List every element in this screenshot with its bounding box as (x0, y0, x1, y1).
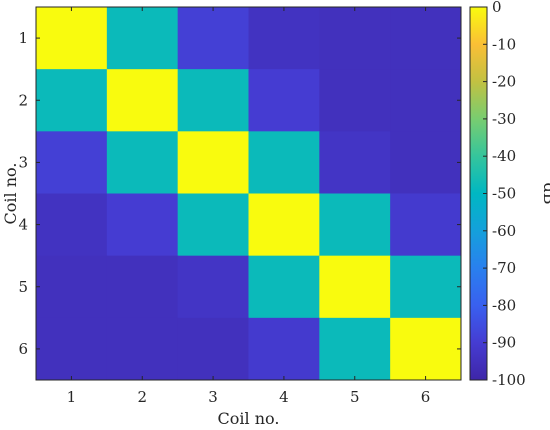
y-tick-label: 5 (18, 278, 28, 296)
heatmap-cell-1-6 (390, 7, 462, 70)
heatmap-cell-4-6 (390, 193, 462, 257)
heatmap-cell-2-4 (248, 69, 320, 132)
heatmap-cell-6-1 (36, 317, 108, 381)
y-tick-label: 2 (18, 91, 28, 109)
heatmap-cell-1-4 (248, 7, 320, 70)
colorbar-tick-label: -80 (492, 296, 516, 314)
colorbar-tick-label: -100 (492, 371, 526, 389)
colorbar-tick-label: -50 (492, 185, 516, 203)
heatmap-cell-6-6 (390, 317, 462, 381)
heatmap-cell-2-3 (177, 69, 249, 132)
heatmap-cell-3-5 (319, 131, 391, 194)
heatmap-cell-2-5 (319, 69, 391, 132)
heatmap-cell-5-2 (106, 255, 179, 319)
colorbar-tick-label: -90 (492, 334, 516, 352)
x-axis-title: Coil no. (218, 409, 280, 428)
heatmap-cell-5-3 (177, 255, 249, 319)
heatmap-cell-5-6 (390, 255, 462, 319)
heatmap-cell-4-4 (248, 193, 320, 257)
colorbar-tick-label: -60 (492, 222, 516, 240)
heatmap-cell-1-1 (36, 7, 108, 70)
heatmap-cell-4-2 (106, 193, 179, 257)
heatmap-cell-6-5 (319, 317, 391, 381)
colorbar-label: dB (540, 183, 550, 205)
heatmap-cell-6-3 (177, 317, 249, 381)
colorbar-tick-label: -40 (492, 147, 516, 165)
colorbar-tick-label: 0 (492, 0, 502, 16)
heatmap-cell-2-1 (36, 69, 108, 132)
colorbar-tick-label: -70 (492, 259, 516, 277)
y-axis: 1 2 3 4 5 6 (18, 29, 461, 358)
heatmap-cell-5-1 (36, 255, 108, 319)
x-tick-label: 3 (208, 388, 218, 406)
x-tick-label: 4 (279, 388, 289, 406)
y-tick-label: 6 (18, 340, 28, 358)
heatmap-cell-6-2 (106, 317, 179, 381)
colorbar-tick-label: -30 (492, 110, 516, 128)
heatmap-cell-3-3 (177, 131, 249, 194)
y-tick-label: 3 (18, 153, 28, 171)
heatmap-cell-3-2 (106, 131, 179, 194)
heatmap-cell-6-4 (248, 317, 320, 381)
heatmap-cell-1-5 (319, 7, 391, 70)
heatmap-cell-2-6 (390, 69, 462, 132)
heatmap-cell-4-5 (319, 193, 391, 257)
colorbar-tick-label: -10 (492, 35, 516, 53)
x-tick-label: 1 (67, 388, 77, 406)
heatmap-cell-2-2 (106, 69, 179, 132)
heatmap-cell-4-1 (36, 193, 108, 257)
plot-frame (35, 6, 462, 381)
y-axis-title: Coil no. (1, 163, 20, 225)
heatmap-cell-3-6 (390, 131, 462, 194)
colorbar-tick-label: -20 (492, 73, 516, 91)
heatmap-cell-5-4 (248, 255, 320, 319)
heatmap-cells (36, 7, 462, 381)
heatmap-cell-1-2 (106, 7, 179, 70)
x-axis: 1 2 3 4 5 6 (67, 7, 431, 406)
heatmap-cell-4-3 (177, 193, 249, 257)
heatmap-cell-3-4 (248, 131, 320, 194)
heatmap-cell-5-5 (319, 255, 391, 319)
x-tick-label: 5 (350, 388, 360, 406)
heatmap-cell-3-1 (36, 131, 108, 194)
heatmap-cell-1-3 (177, 7, 249, 70)
x-tick-label: 2 (137, 388, 147, 406)
colorbar-axis: 0 -10 -20 -30 -40 -50 -60 -70 -80 -90 -100 (483, 0, 526, 389)
x-tick-label: 6 (421, 388, 431, 406)
y-tick-label: 4 (18, 216, 28, 234)
y-tick-label: 1 (18, 29, 28, 47)
